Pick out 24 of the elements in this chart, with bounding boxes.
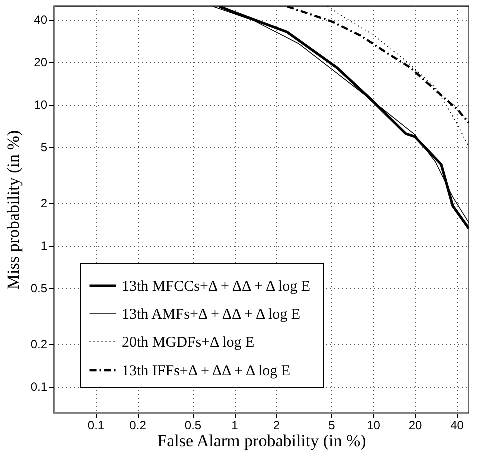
y-tick-label: 0.2: [30, 338, 48, 352]
y-tick-label: 2: [40, 196, 48, 211]
x-tick-label: 0.1: [88, 418, 105, 432]
x-tick-label: 0.2: [130, 418, 147, 432]
x-tick-label: 1: [232, 418, 239, 432]
legend-label: 20th MGDFs+Δ log E: [122, 335, 255, 351]
x-tick-label: 2: [273, 418, 280, 432]
x-tick-label: 40: [450, 418, 464, 432]
y-tick-label: 10: [34, 98, 48, 112]
legend-label: 13th AMFs+Δ + ΔΔ + Δ log E: [122, 307, 301, 323]
x-tick-label: 10: [367, 418, 381, 432]
y-tick-label: 5: [40, 140, 48, 155]
x-tick-label: 0.5: [184, 418, 202, 432]
legend-label: 13th IFFs+Δ + ΔΔ + Δ log E: [122, 364, 291, 380]
y-axis-title: Miss probability (in %): [4, 130, 23, 290]
x-tick-label: 20: [408, 418, 422, 432]
y-tick-label: 0.1: [30, 380, 48, 394]
legend-label: 13th MFCCs+Δ + ΔΔ + Δ log E: [122, 279, 311, 295]
x-axis-title: False Alarm probability (in %): [158, 432, 366, 450]
y-tick-label: 1: [40, 239, 48, 254]
y-tick-label: 20: [34, 56, 48, 70]
x-tick-label: 5: [328, 418, 336, 432]
y-tick-label: 40: [34, 13, 48, 28]
y-tick-label: 0.5: [30, 282, 48, 296]
